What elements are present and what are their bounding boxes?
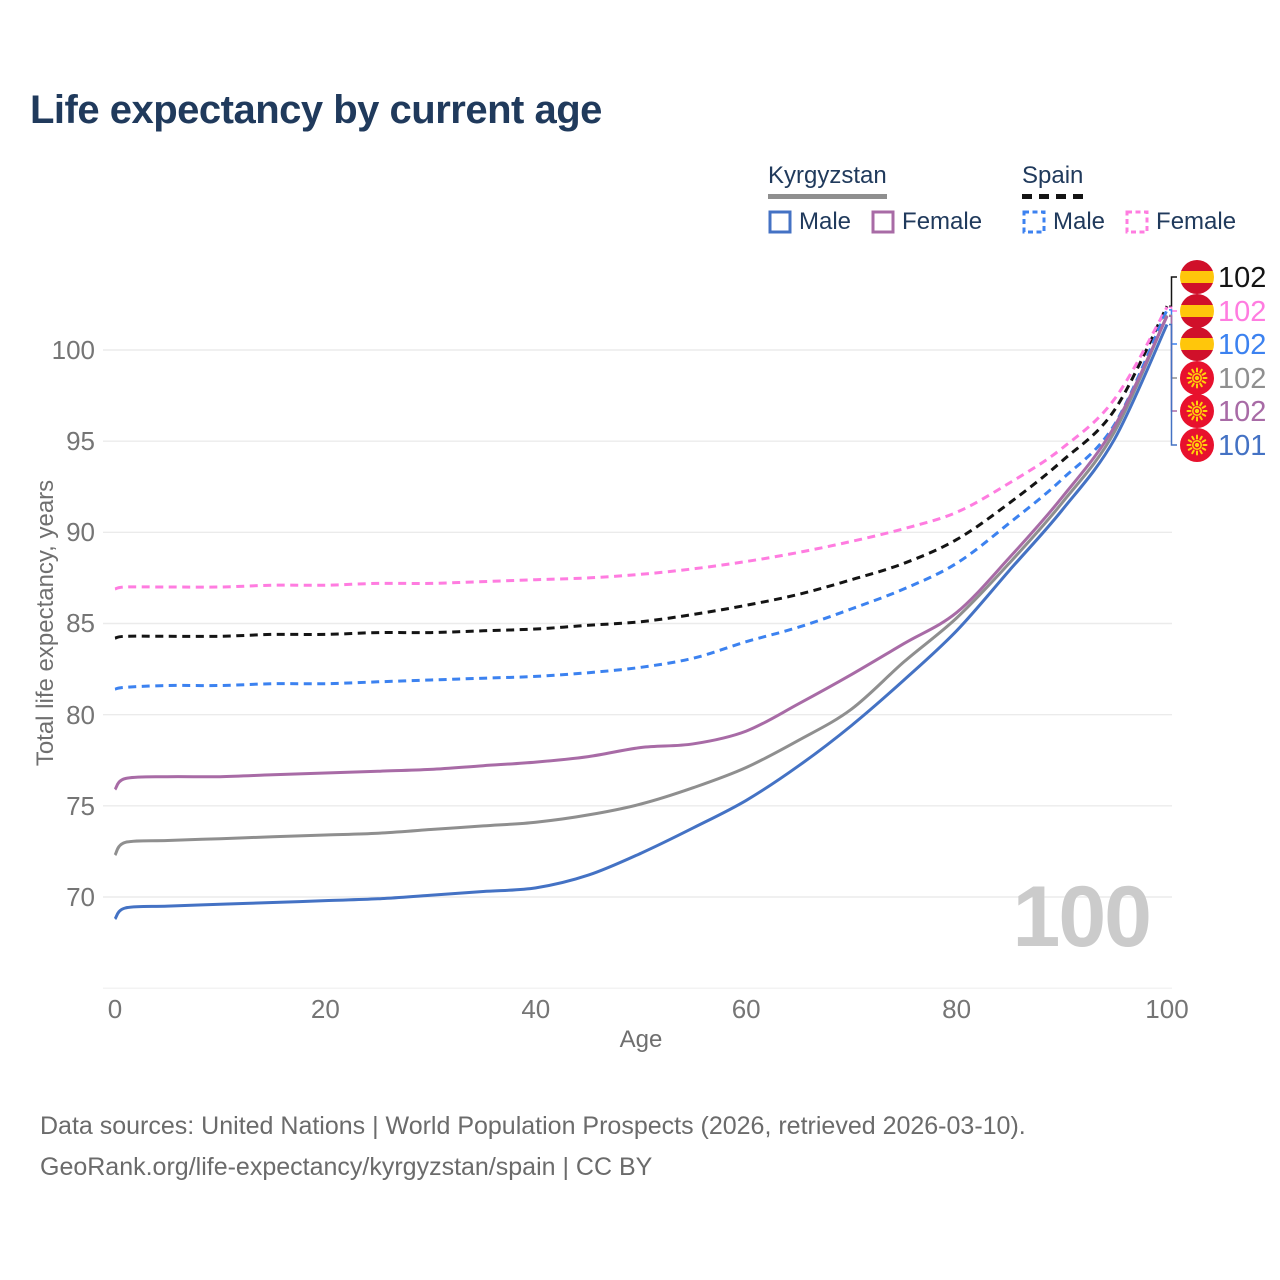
x-tick-label: 100 xyxy=(1145,994,1189,1024)
leader-line xyxy=(1169,306,1177,312)
legend-group-title-kyrgyzstan[interactable]: Kyrgyzstan xyxy=(768,162,887,199)
legend-item-label: Male xyxy=(1053,208,1106,235)
end-value-label: 102 xyxy=(1218,329,1266,361)
leader-line xyxy=(1169,315,1177,412)
end-label-row: 101 xyxy=(1218,430,1266,462)
end-label-leaders xyxy=(1169,276,1177,446)
legend-group-title-spain[interactable]: Spain xyxy=(1022,162,1084,199)
series-curves xyxy=(113,305,1169,920)
series-line-kyrgyzstan-total[interactable] xyxy=(113,314,1169,857)
x-tick-label: 60 xyxy=(731,994,761,1024)
y-axis-title: Total life expectancy, years xyxy=(32,479,59,767)
kyrgyzstan-flag-icon xyxy=(1180,428,1214,462)
end-label-row: 102 xyxy=(1218,396,1266,428)
y-tick-label: 75 xyxy=(66,790,95,821)
spain-flag-icon xyxy=(1180,327,1214,361)
legend-group-spain: Spain Male Female xyxy=(1022,162,1236,236)
legend-item-spain-female[interactable]: Female xyxy=(1125,208,1236,236)
end-label-row: 102 xyxy=(1218,363,1266,395)
series-line-spain-total[interactable] xyxy=(114,305,1169,640)
end-label-row: 102 xyxy=(1218,329,1266,361)
end-value-label: 102 xyxy=(1218,262,1266,294)
footer: Data sources: United Nations | World Pop… xyxy=(40,1106,1026,1188)
y-tick-label: 85 xyxy=(66,608,95,639)
y-tick-label: 90 xyxy=(66,517,95,548)
x-tick-label: 80 xyxy=(942,994,972,1024)
end-value-label: 102 xyxy=(1218,396,1266,428)
legend-swatch-solid xyxy=(768,210,792,234)
spain-flag-icon xyxy=(1180,294,1214,328)
end-value-label: 101 xyxy=(1218,430,1266,462)
leader-line xyxy=(1169,323,1177,446)
legend-item-label: Female xyxy=(902,208,983,235)
legend-item-spain-male[interactable]: Male xyxy=(1022,208,1105,236)
series-line-kyrgyzstan-male[interactable] xyxy=(113,323,1169,920)
kyrgyzstan-flag-icon xyxy=(1180,361,1214,395)
legend-swatch-dashed xyxy=(1022,210,1046,234)
x-tick-label: 20 xyxy=(310,994,340,1024)
legend-item-label: Male xyxy=(799,208,852,235)
footer-sources: Data sources: United Nations | World Pop… xyxy=(40,1112,1026,1140)
kyrgyzstan-flag-icon xyxy=(1180,394,1214,428)
series-line-kyrgyzstan-female[interactable] xyxy=(113,315,1169,791)
y-tick-label: 70 xyxy=(66,881,95,912)
x-axis-title: Age xyxy=(619,1026,663,1053)
x-tick-label: 0 xyxy=(107,994,123,1024)
legend-item-label: Female xyxy=(1156,208,1237,235)
y-tick-label: 80 xyxy=(66,699,95,730)
end-value-label: 102 xyxy=(1218,296,1266,328)
watermark-age-label: 100 xyxy=(1013,869,1151,965)
gridlines xyxy=(103,349,1172,989)
end-label-row: 102 xyxy=(1218,262,1266,294)
legend-item-kyrgyzstan-male[interactable]: Male xyxy=(768,208,851,236)
end-label-row: 102 xyxy=(1218,296,1266,328)
series-line-spain-female[interactable] xyxy=(114,306,1169,591)
legend-swatch-solid xyxy=(871,210,895,234)
x-tick-label: 40 xyxy=(521,994,551,1024)
legend-group-kyrgyzstan: Kyrgyzstan Male Female xyxy=(768,162,982,236)
spain-flag-icon xyxy=(1180,260,1214,294)
legend-item-kyrgyzstan-female[interactable]: Female xyxy=(871,208,982,236)
series-line-spain-male[interactable] xyxy=(114,309,1169,691)
footer-link: GeoRank.org/life-expectancy/kyrgyzstan/s… xyxy=(40,1153,653,1181)
leader-line xyxy=(1169,276,1177,307)
y-tick-label: 95 xyxy=(66,426,95,457)
page-title: Life expectancy by current age xyxy=(30,88,602,132)
legend-swatch-dashed xyxy=(1125,210,1149,234)
y-tick-label: 100 xyxy=(51,335,95,365)
end-value-label: 102 xyxy=(1218,363,1266,395)
